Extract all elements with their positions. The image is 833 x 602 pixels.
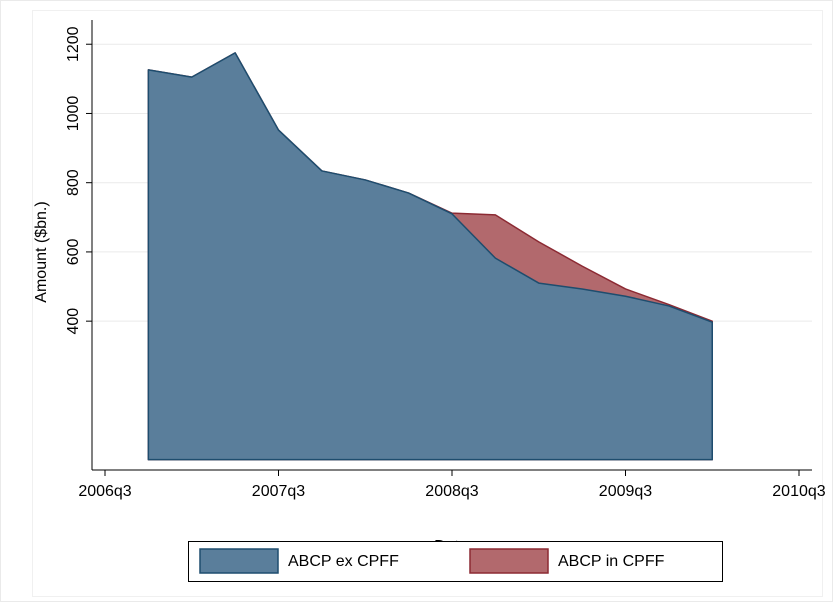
y-tick-label: 800 [65, 169, 82, 196]
legend-swatch [469, 548, 549, 574]
x-tick-label: 2010q3 [772, 483, 825, 500]
y-tick-label: 400 [65, 308, 82, 335]
y-axis-title: Amount ($bn.) [33, 201, 50, 302]
y-tick-label: 1000 [65, 96, 82, 132]
area [147, 52, 713, 461]
x-tick-label: 2009q3 [599, 483, 652, 500]
y-tick-label: 1200 [65, 26, 82, 62]
x-tick-label: 2006q3 [78, 483, 131, 500]
x-tick-label: 2007q3 [252, 483, 305, 500]
y-tick-label: 600 [65, 238, 82, 265]
legend-label: ABCP ex CPFF [288, 553, 399, 570]
legend-swatch [199, 548, 279, 574]
legend-label: ABCP in CPFF [558, 553, 665, 570]
x-tick-label: 2008q3 [425, 483, 478, 500]
